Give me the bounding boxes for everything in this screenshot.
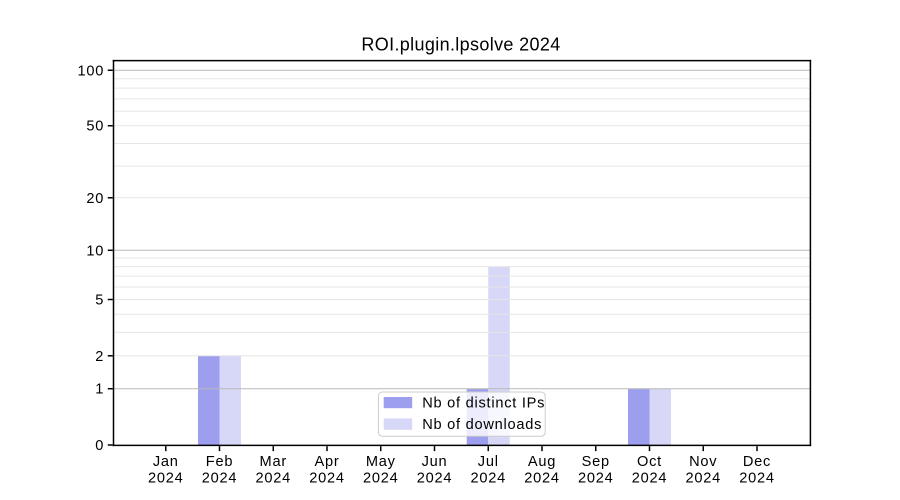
svg-text:Aug: Aug: [528, 454, 556, 470]
svg-text:ROI.plugin.lpsolve 2024: ROI.plugin.lpsolve 2024: [361, 34, 560, 54]
svg-text:Sep: Sep: [582, 454, 610, 470]
svg-text:100: 100: [78, 63, 105, 79]
svg-text:1: 1: [95, 382, 104, 398]
svg-text:Feb: Feb: [206, 454, 233, 470]
svg-text:Dec: Dec: [743, 454, 771, 470]
svg-text:50: 50: [86, 119, 104, 135]
svg-text:Jul: Jul: [478, 454, 499, 470]
svg-text:2024: 2024: [524, 471, 559, 487]
svg-text:2024: 2024: [739, 471, 774, 487]
svg-text:Jun: Jun: [422, 454, 448, 470]
svg-text:2024: 2024: [417, 471, 452, 487]
svg-text:Mar: Mar: [260, 454, 287, 470]
svg-text:2024: 2024: [202, 471, 237, 487]
svg-text:2024: 2024: [471, 471, 506, 487]
svg-text:Apr: Apr: [315, 454, 340, 470]
svg-text:2024: 2024: [686, 471, 721, 487]
svg-text:Nb of downloads: Nb of downloads: [422, 417, 542, 433]
svg-text:Jan: Jan: [153, 454, 179, 470]
svg-text:May: May: [366, 454, 396, 470]
svg-text:2024: 2024: [363, 471, 398, 487]
svg-text:10: 10: [86, 243, 104, 259]
svg-text:2024: 2024: [632, 471, 667, 487]
svg-text:2: 2: [95, 349, 104, 365]
svg-text:Nb of distinct IPs: Nb of distinct IPs: [422, 396, 545, 412]
svg-text:Oct: Oct: [637, 454, 662, 470]
svg-text:Nov: Nov: [689, 454, 717, 470]
svg-text:5: 5: [95, 293, 104, 309]
svg-text:2024: 2024: [578, 471, 613, 487]
svg-text:0: 0: [95, 438, 104, 454]
svg-text:2024: 2024: [148, 471, 183, 487]
svg-text:20: 20: [86, 191, 104, 207]
svg-text:2024: 2024: [309, 471, 344, 487]
svg-text:2024: 2024: [256, 471, 291, 487]
